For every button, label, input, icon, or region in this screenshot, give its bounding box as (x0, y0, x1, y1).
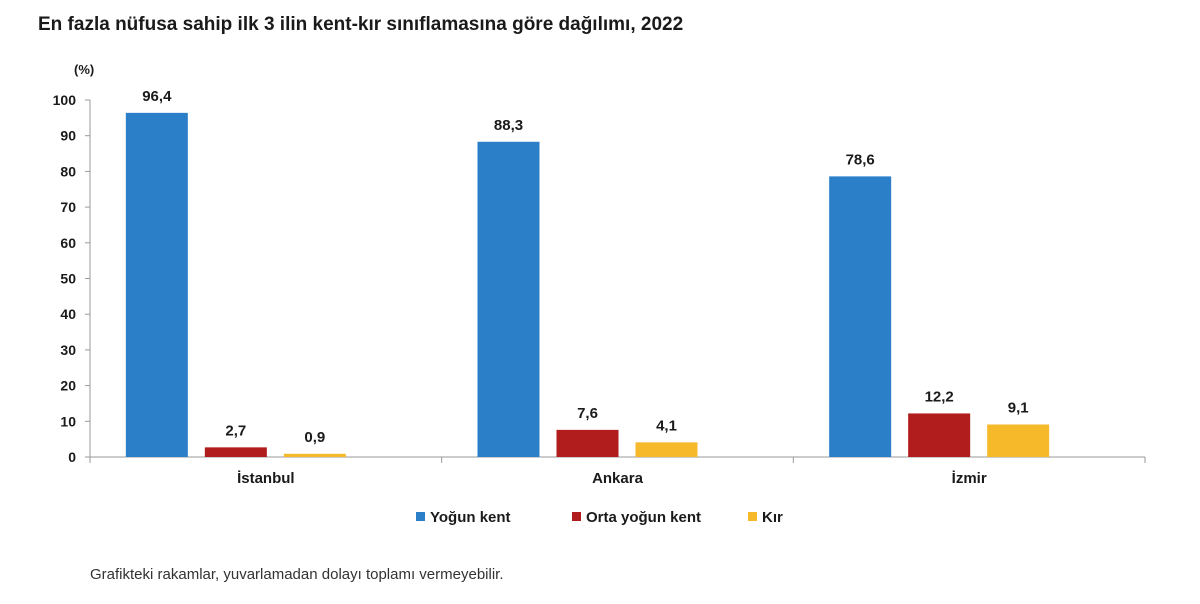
legend: Yoğun kent Orta yoğun kent Kır (416, 509, 783, 526)
y-tick-label: 20 (60, 378, 76, 394)
y-axis: 0 10 20 30 40 50 60 70 80 90 100 (53, 92, 91, 465)
bar (556, 429, 619, 457)
x-category-label: İzmir (952, 470, 987, 487)
y-tick-label: 50 (60, 271, 76, 287)
legend-label: Orta yoğun kent (586, 509, 701, 526)
bar (477, 141, 540, 458)
data-label: 0,9 (304, 429, 325, 446)
data-labels: 96,4 2,7 0,9 88,3 7,6 4,1 78,6 12,2 9,1 (142, 88, 1028, 446)
bar (125, 112, 188, 458)
x-category-label: Ankara (592, 470, 644, 487)
y-tick-label: 10 (60, 413, 76, 429)
data-label: 4,1 (656, 417, 677, 434)
data-label: 78,6 (846, 151, 875, 168)
legend-label: Yoğun kent (430, 509, 511, 526)
legend-swatch (416, 512, 425, 521)
data-label: 88,3 (494, 117, 523, 134)
bar (283, 453, 346, 457)
x-category-label: İstanbul (237, 470, 295, 487)
legend-swatch (572, 512, 581, 521)
bar (987, 424, 1050, 457)
bar (204, 447, 267, 457)
y-tick-label: 40 (60, 306, 76, 322)
data-label: 7,6 (577, 405, 598, 422)
y-tick-label: 60 (60, 235, 76, 251)
data-label: 9,1 (1008, 400, 1029, 417)
y-axis-unit-label: (%) (74, 62, 94, 77)
bar (908, 413, 971, 457)
y-tick-label: 0 (68, 449, 76, 465)
bar (829, 176, 892, 457)
x-axis: İstanbul Ankara İzmir (89, 456, 1146, 487)
bars (125, 112, 1050, 458)
y-tick-label: 70 (60, 199, 76, 215)
data-label: 2,7 (225, 422, 246, 439)
footnote: Grafikteki rakamlar, yuvarlamadan dolayı… (90, 566, 504, 583)
data-label: 12,2 (925, 388, 954, 405)
legend-label: Kır (762, 509, 783, 526)
data-label: 96,4 (142, 88, 172, 105)
legend-swatch (748, 512, 757, 521)
y-tick-label: 90 (60, 128, 76, 144)
y-tick-label: 80 (60, 163, 76, 179)
bar (635, 442, 698, 457)
chart-title: En fazla nüfusa sahip ilk 3 ilin kent-kı… (38, 14, 684, 35)
bar-chart: (%) 0 10 20 30 40 50 60 70 80 90 100 İstanbul Ankar… (53, 62, 1146, 526)
y-tick-label: 30 (60, 342, 76, 358)
y-tick-label: 100 (53, 92, 77, 108)
